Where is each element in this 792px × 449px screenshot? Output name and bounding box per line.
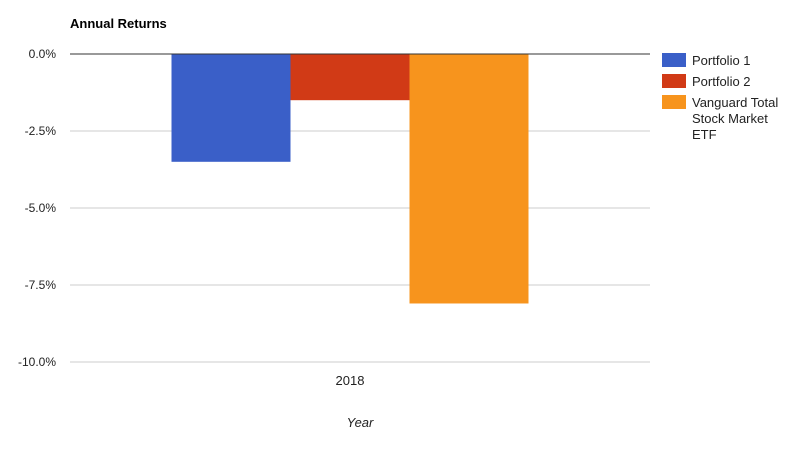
bar[interactable]	[409, 54, 529, 304]
legend-swatch	[662, 95, 686, 109]
y-tick-label: 0.0%	[29, 47, 57, 61]
y-tick-label: -2.5%	[25, 124, 57, 138]
legend: Portfolio 1 Portfolio 2 Vanguard Total Stoc…	[662, 53, 778, 142]
legend-swatch	[662, 74, 686, 88]
x-category-label: 2018	[336, 373, 365, 388]
chart-title: Annual Returns	[70, 16, 167, 31]
x-axis-title: Year	[347, 415, 374, 430]
grid-lines	[70, 130, 650, 363]
legend-label: Portfolio 1	[692, 53, 751, 68]
legend-label: Vanguard Total Stock Market ETF	[692, 95, 778, 142]
y-tick-label: -5.0%	[25, 201, 57, 215]
legend-label: Portfolio 2	[692, 74, 751, 89]
y-axis-tick-labels: 0.0% -2.5% -5.0% -7.5% -10.0%	[18, 47, 56, 369]
bar[interactable]	[171, 54, 291, 162]
bars	[171, 54, 529, 304]
legend-swatch	[662, 53, 686, 67]
y-tick-label: -10.0%	[18, 355, 56, 369]
x-axis-category-labels: 2018	[336, 373, 365, 388]
bar[interactable]	[290, 54, 410, 101]
y-tick-label: -7.5%	[25, 278, 57, 292]
